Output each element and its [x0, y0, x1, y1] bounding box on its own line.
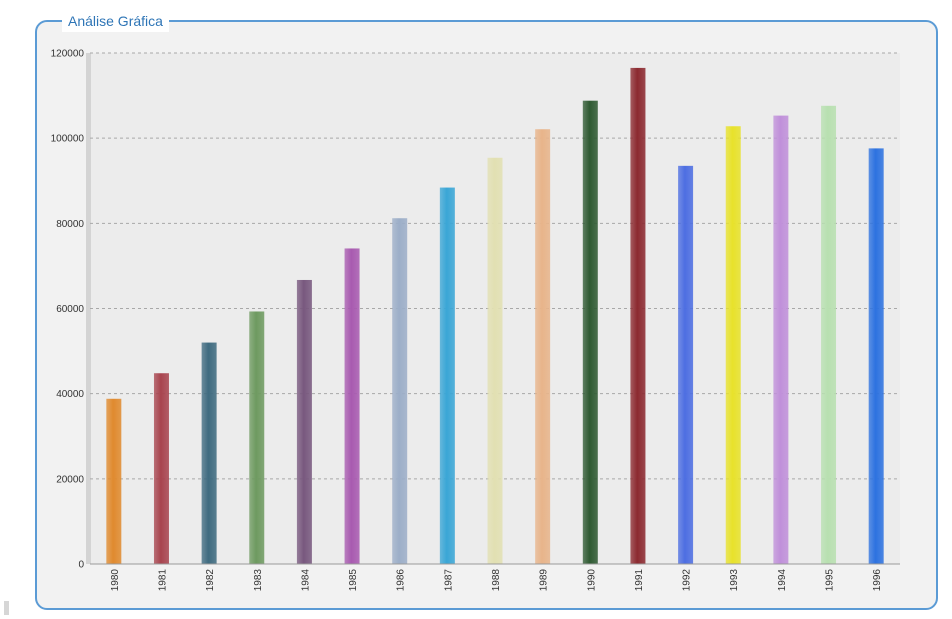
y-tick-label: 80000 — [56, 219, 84, 230]
bar-1992 — [678, 165, 694, 565]
bar-1980 — [106, 398, 122, 564]
bar-1987 — [439, 187, 455, 564]
x-tick-label: 1996 — [872, 569, 883, 592]
panel-title: Análise Gráfica — [68, 13, 163, 29]
x-tick-label: 1988 — [491, 569, 502, 592]
x-tick-label: 1989 — [539, 569, 550, 592]
bar-1993 — [725, 126, 741, 564]
y-tick-label: 60000 — [56, 304, 84, 315]
x-tick-label: 1987 — [443, 569, 454, 592]
x-tick-label: 1993 — [729, 569, 740, 592]
x-tick-label: 1983 — [253, 569, 264, 592]
bar-1986 — [392, 218, 408, 564]
x-tick-label: 1980 — [110, 569, 121, 592]
bar-1981 — [153, 373, 169, 564]
x-tick-label: 1992 — [682, 569, 693, 592]
bar-1991 — [630, 67, 646, 564]
bar-1984 — [296, 279, 312, 564]
x-tick-label: 1995 — [825, 569, 836, 592]
scroll-handle — [4, 601, 9, 615]
bars — [106, 67, 884, 565]
bar-1985 — [344, 248, 360, 564]
y-axis-bar — [86, 53, 91, 564]
x-tick-label: 1991 — [634, 569, 645, 592]
x-tick-label: 1981 — [157, 569, 168, 592]
panel-legend: Análise Gráfica — [62, 10, 169, 32]
bar-1996 — [868, 148, 884, 565]
x-tick-label: 1994 — [777, 569, 788, 592]
y-axis-ticks: 0 20000 40000 60000 80000 100000 120000 — [51, 49, 85, 571]
x-tick-label: 1985 — [348, 569, 359, 592]
bar-1994 — [773, 115, 789, 564]
bar-1995 — [821, 105, 837, 564]
x-tick-label: 1986 — [396, 569, 407, 592]
x-tick-label: 1984 — [300, 569, 311, 592]
y-tick-label: 0 — [78, 560, 84, 571]
y-tick-label: 100000 — [51, 134, 85, 145]
x-axis-ticks: 1980 1981 1982 1983 1984 1985 1986 1987 1988 1989… — [110, 569, 883, 592]
bar-1990 — [582, 100, 598, 565]
bar-1988 — [487, 157, 503, 564]
bar-1983 — [249, 311, 265, 564]
bar-1982 — [201, 342, 217, 564]
y-tick-label: 120000 — [51, 49, 85, 60]
x-tick-label: 1990 — [586, 569, 597, 592]
x-tick-label: 1982 — [205, 569, 216, 592]
bar-1989 — [535, 129, 551, 564]
y-tick-label: 40000 — [56, 389, 84, 400]
y-tick-label: 20000 — [56, 474, 84, 485]
